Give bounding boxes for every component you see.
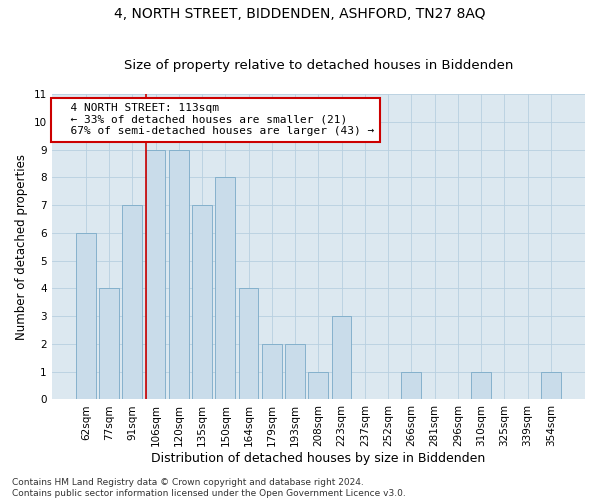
Bar (262, 344, 282, 400)
Bar (308, 372, 328, 400)
X-axis label: Distribution of detached houses by size in Biddenden: Distribution of detached houses by size … (151, 452, 485, 465)
Bar (401, 372, 421, 400)
Y-axis label: Number of detached properties: Number of detached properties (15, 154, 28, 340)
Bar (215, 178, 235, 400)
Bar (122, 205, 142, 400)
Bar (146, 150, 166, 400)
Bar (541, 372, 561, 400)
Bar (99, 288, 119, 400)
Bar (169, 150, 188, 400)
Text: 4, NORTH STREET, BIDDENDEN, ASHFORD, TN27 8AQ: 4, NORTH STREET, BIDDENDEN, ASHFORD, TN2… (114, 8, 486, 22)
Text: 4 NORTH STREET: 113sqm
  ← 33% of detached houses are smaller (21)
  67% of semi: 4 NORTH STREET: 113sqm ← 33% of detached… (57, 103, 374, 136)
Title: Size of property relative to detached houses in Biddenden: Size of property relative to detached ho… (124, 59, 513, 72)
Bar (192, 205, 212, 400)
Bar (471, 372, 491, 400)
Bar (76, 233, 95, 400)
Bar (332, 316, 352, 400)
Bar (285, 344, 305, 400)
Bar (239, 288, 259, 400)
Text: Contains HM Land Registry data © Crown copyright and database right 2024.
Contai: Contains HM Land Registry data © Crown c… (12, 478, 406, 498)
